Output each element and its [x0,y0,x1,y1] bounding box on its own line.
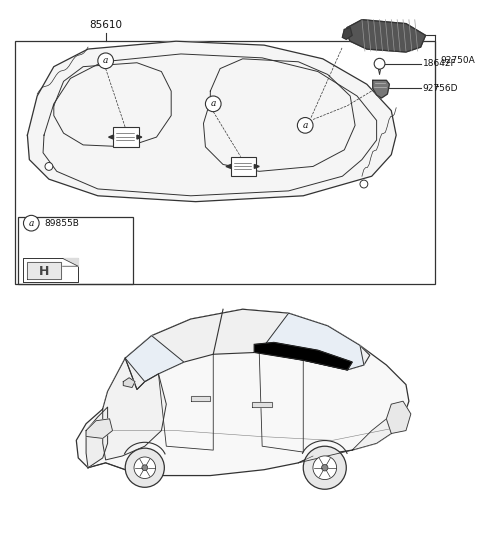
Bar [231,157,256,176]
Polygon shape [352,419,391,450]
Polygon shape [372,81,389,98]
Polygon shape [386,401,411,433]
Text: a: a [302,121,308,130]
Circle shape [125,448,164,487]
Text: H: H [39,264,49,278]
Polygon shape [226,164,231,168]
Text: 85610: 85610 [89,20,122,30]
Circle shape [134,457,156,479]
Polygon shape [108,135,113,139]
Polygon shape [24,258,78,282]
Circle shape [24,215,39,231]
Text: 18642F: 18642F [422,59,456,68]
Polygon shape [62,258,78,266]
Circle shape [142,465,148,471]
Text: a: a [211,99,216,108]
Polygon shape [103,358,166,460]
Polygon shape [252,402,272,407]
Polygon shape [137,135,142,139]
Circle shape [298,118,313,133]
Polygon shape [86,407,108,468]
Polygon shape [254,343,352,370]
Text: 92756D: 92756D [422,84,458,93]
Bar [18,217,133,284]
Bar [15,41,435,284]
Polygon shape [347,20,426,52]
Bar [113,128,139,147]
Text: a: a [103,56,108,65]
Polygon shape [27,262,60,279]
Polygon shape [125,336,184,381]
Text: a: a [29,219,34,227]
Polygon shape [125,309,370,390]
Circle shape [374,59,385,69]
Circle shape [360,180,368,188]
Circle shape [98,53,113,68]
Circle shape [205,96,221,112]
Polygon shape [191,396,210,401]
Circle shape [303,446,346,489]
Polygon shape [259,313,364,370]
Polygon shape [379,70,381,75]
Polygon shape [27,41,396,201]
Text: 89855B: 89855B [44,219,79,227]
Circle shape [313,456,336,480]
Polygon shape [86,419,112,438]
Text: 92750A: 92750A [440,56,475,65]
Polygon shape [254,164,259,168]
Polygon shape [123,378,135,388]
Polygon shape [342,28,352,39]
Circle shape [322,464,328,471]
Circle shape [45,162,53,171]
Polygon shape [76,309,409,476]
